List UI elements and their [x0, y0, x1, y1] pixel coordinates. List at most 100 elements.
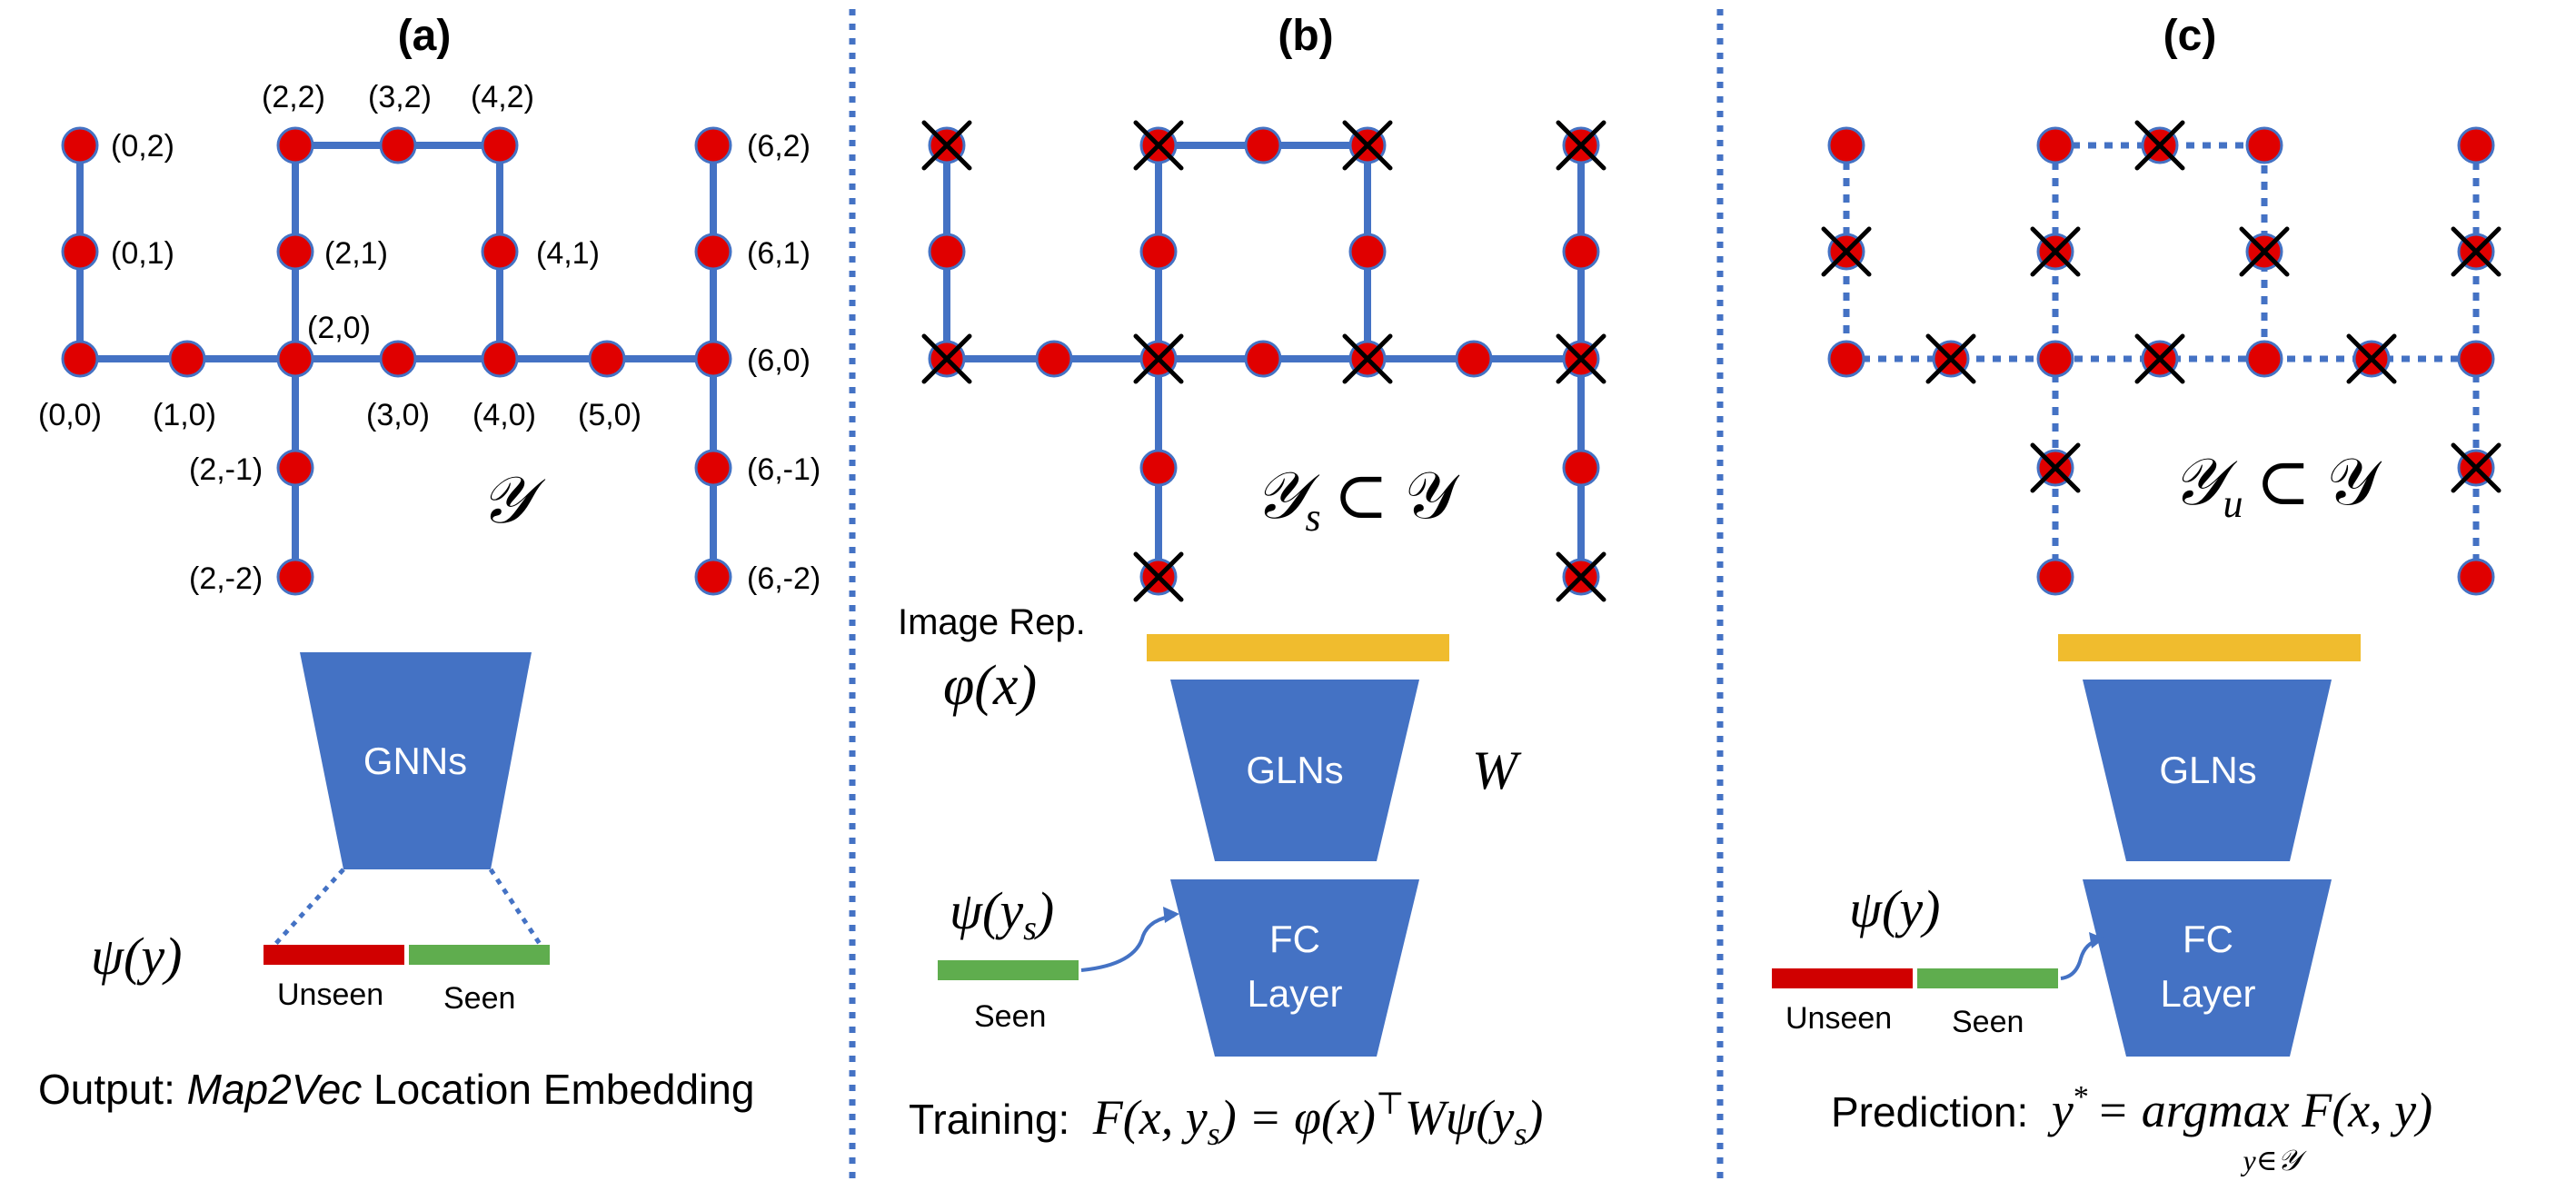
- cross-mark: [2030, 226, 2081, 277]
- unseen-label: Unseen: [1785, 1001, 1892, 1036]
- glns-block: [2083, 680, 2332, 861]
- graph-node: [694, 233, 732, 271]
- label-space-yu: 𝒴u ⊂ 𝒴: [2172, 446, 2382, 526]
- node-label: (6,-1): [747, 452, 821, 487]
- psi-ys-label: ψ(ys): [950, 881, 1054, 948]
- graph-node: [1139, 233, 1178, 271]
- output-caption: Output: Map2Vec Location Embedding: [38, 1066, 754, 1113]
- graph-node: [379, 126, 417, 164]
- graph-node: [481, 126, 519, 164]
- graph-node: [2036, 558, 2074, 596]
- seen-bar: [938, 960, 1079, 980]
- fc-label-line2: Layer: [2160, 972, 2255, 1015]
- cross-mark: [1556, 551, 1606, 602]
- image-rep-label: Image Rep.: [898, 602, 1086, 642]
- fc-label-line2: Layer: [1247, 972, 1342, 1015]
- fc-label-line1: FC: [2183, 918, 2233, 960]
- glns-block: [1170, 680, 1419, 861]
- panel-a-node-labels: (0,2) (0,1) (0,0) (1,0) (2,0) (2,1) (2,2…: [38, 80, 821, 596]
- fc-label-line1: FC: [1269, 918, 1320, 960]
- node-label: (0,2): [111, 129, 174, 164]
- cross-mark: [1133, 120, 1184, 171]
- graph-node: [588, 340, 626, 378]
- node-label: (2,0): [307, 311, 371, 345]
- dotted-connector: [488, 868, 548, 954]
- cross-mark: [921, 333, 972, 384]
- seen-label: Seen: [974, 999, 1046, 1034]
- graph-node: [276, 449, 314, 487]
- seen-label: Seen: [443, 981, 515, 1016]
- graph-node: [2036, 340, 2074, 378]
- glns-label: GLNs: [1246, 749, 1343, 791]
- node-label: (6,0): [747, 343, 811, 378]
- phi-label: φ(x): [943, 655, 1037, 717]
- graph-node: [694, 340, 732, 378]
- cross-mark: [1925, 333, 1976, 384]
- graph-node: [276, 340, 314, 378]
- gnns-label: GNNs: [363, 739, 467, 782]
- psi-label: ψ(y): [91, 927, 182, 986]
- panel-a-nodes: [61, 126, 732, 596]
- node-label: (6,-2): [747, 561, 821, 596]
- graph-node: [2245, 126, 2283, 164]
- graph-node: [1244, 340, 1282, 378]
- arrow-to-fc: [1080, 914, 1175, 972]
- graph-node: [481, 340, 519, 378]
- label-space-ys: 𝒴s ⊂ 𝒴: [1254, 460, 1460, 540]
- cross-mark: [1556, 333, 1606, 384]
- node-label: (6,1): [747, 236, 811, 271]
- graph-node: [2457, 340, 2495, 378]
- graph-node: [2457, 126, 2495, 164]
- unseen-bar: [264, 945, 404, 965]
- graph-node: [694, 449, 732, 487]
- graph-node: [1562, 449, 1600, 487]
- node-label: (0,1): [111, 236, 174, 271]
- seen-bar: [409, 945, 550, 965]
- seen-label: Seen: [1952, 1005, 2024, 1039]
- fc-layer-block: [1170, 879, 1419, 1057]
- graph-node: [694, 126, 732, 164]
- cross-mark: [2134, 120, 2185, 171]
- graph-node: [1244, 126, 1282, 164]
- cross-mark: [2451, 226, 2501, 277]
- seen-bar: [1917, 968, 2058, 988]
- graph-node: [481, 233, 519, 271]
- graph-node: [276, 558, 314, 596]
- graph-node: [379, 340, 417, 378]
- node-label: (6,2): [747, 129, 811, 164]
- fc-layer-block: [2083, 879, 2332, 1057]
- graph-node: [276, 126, 314, 164]
- graph-node: [2245, 340, 2283, 378]
- cross-mark: [2239, 226, 2290, 277]
- unseen-label: Unseen: [277, 978, 383, 1012]
- prediction-subscript: y∈𝒴: [2241, 1144, 2308, 1176]
- graph-node: [694, 558, 732, 596]
- cross-mark: [2451, 442, 2501, 493]
- graph-node: [1035, 340, 1073, 378]
- node-label: (4,0): [472, 398, 536, 432]
- graph-node: [168, 340, 206, 378]
- panel-a-title: (a): [398, 12, 452, 60]
- panel-b-title: (b): [1278, 12, 1333, 60]
- training-caption: Training: F(x, ys) = φ(x)⊤Wψ(ys): [909, 1087, 1543, 1152]
- prediction-caption: Prediction: y* = argmax F(x, y): [1831, 1080, 2432, 1137]
- psi-label: ψ(y): [1849, 879, 1940, 938]
- graph-node: [61, 340, 99, 378]
- node-label: (3,0): [366, 398, 430, 432]
- unseen-bar: [1772, 968, 1913, 988]
- node-label: (3,2): [368, 80, 432, 114]
- arrow-head: [2089, 932, 2104, 948]
- cross-mark: [921, 120, 972, 171]
- node-label: (2,1): [324, 236, 388, 271]
- graph-node: [1455, 340, 1493, 378]
- node-label: (0,0): [38, 398, 102, 432]
- node-label: (5,0): [578, 398, 642, 432]
- node-label: (2,-2): [189, 561, 263, 596]
- node-label: (4,2): [471, 80, 534, 114]
- graph-node: [1139, 449, 1178, 487]
- cross-mark: [2346, 333, 2397, 384]
- graph-node: [1827, 126, 1865, 164]
- cross-mark: [2134, 333, 2185, 384]
- cross-mark: [1133, 551, 1184, 602]
- cross-mark: [1342, 120, 1393, 171]
